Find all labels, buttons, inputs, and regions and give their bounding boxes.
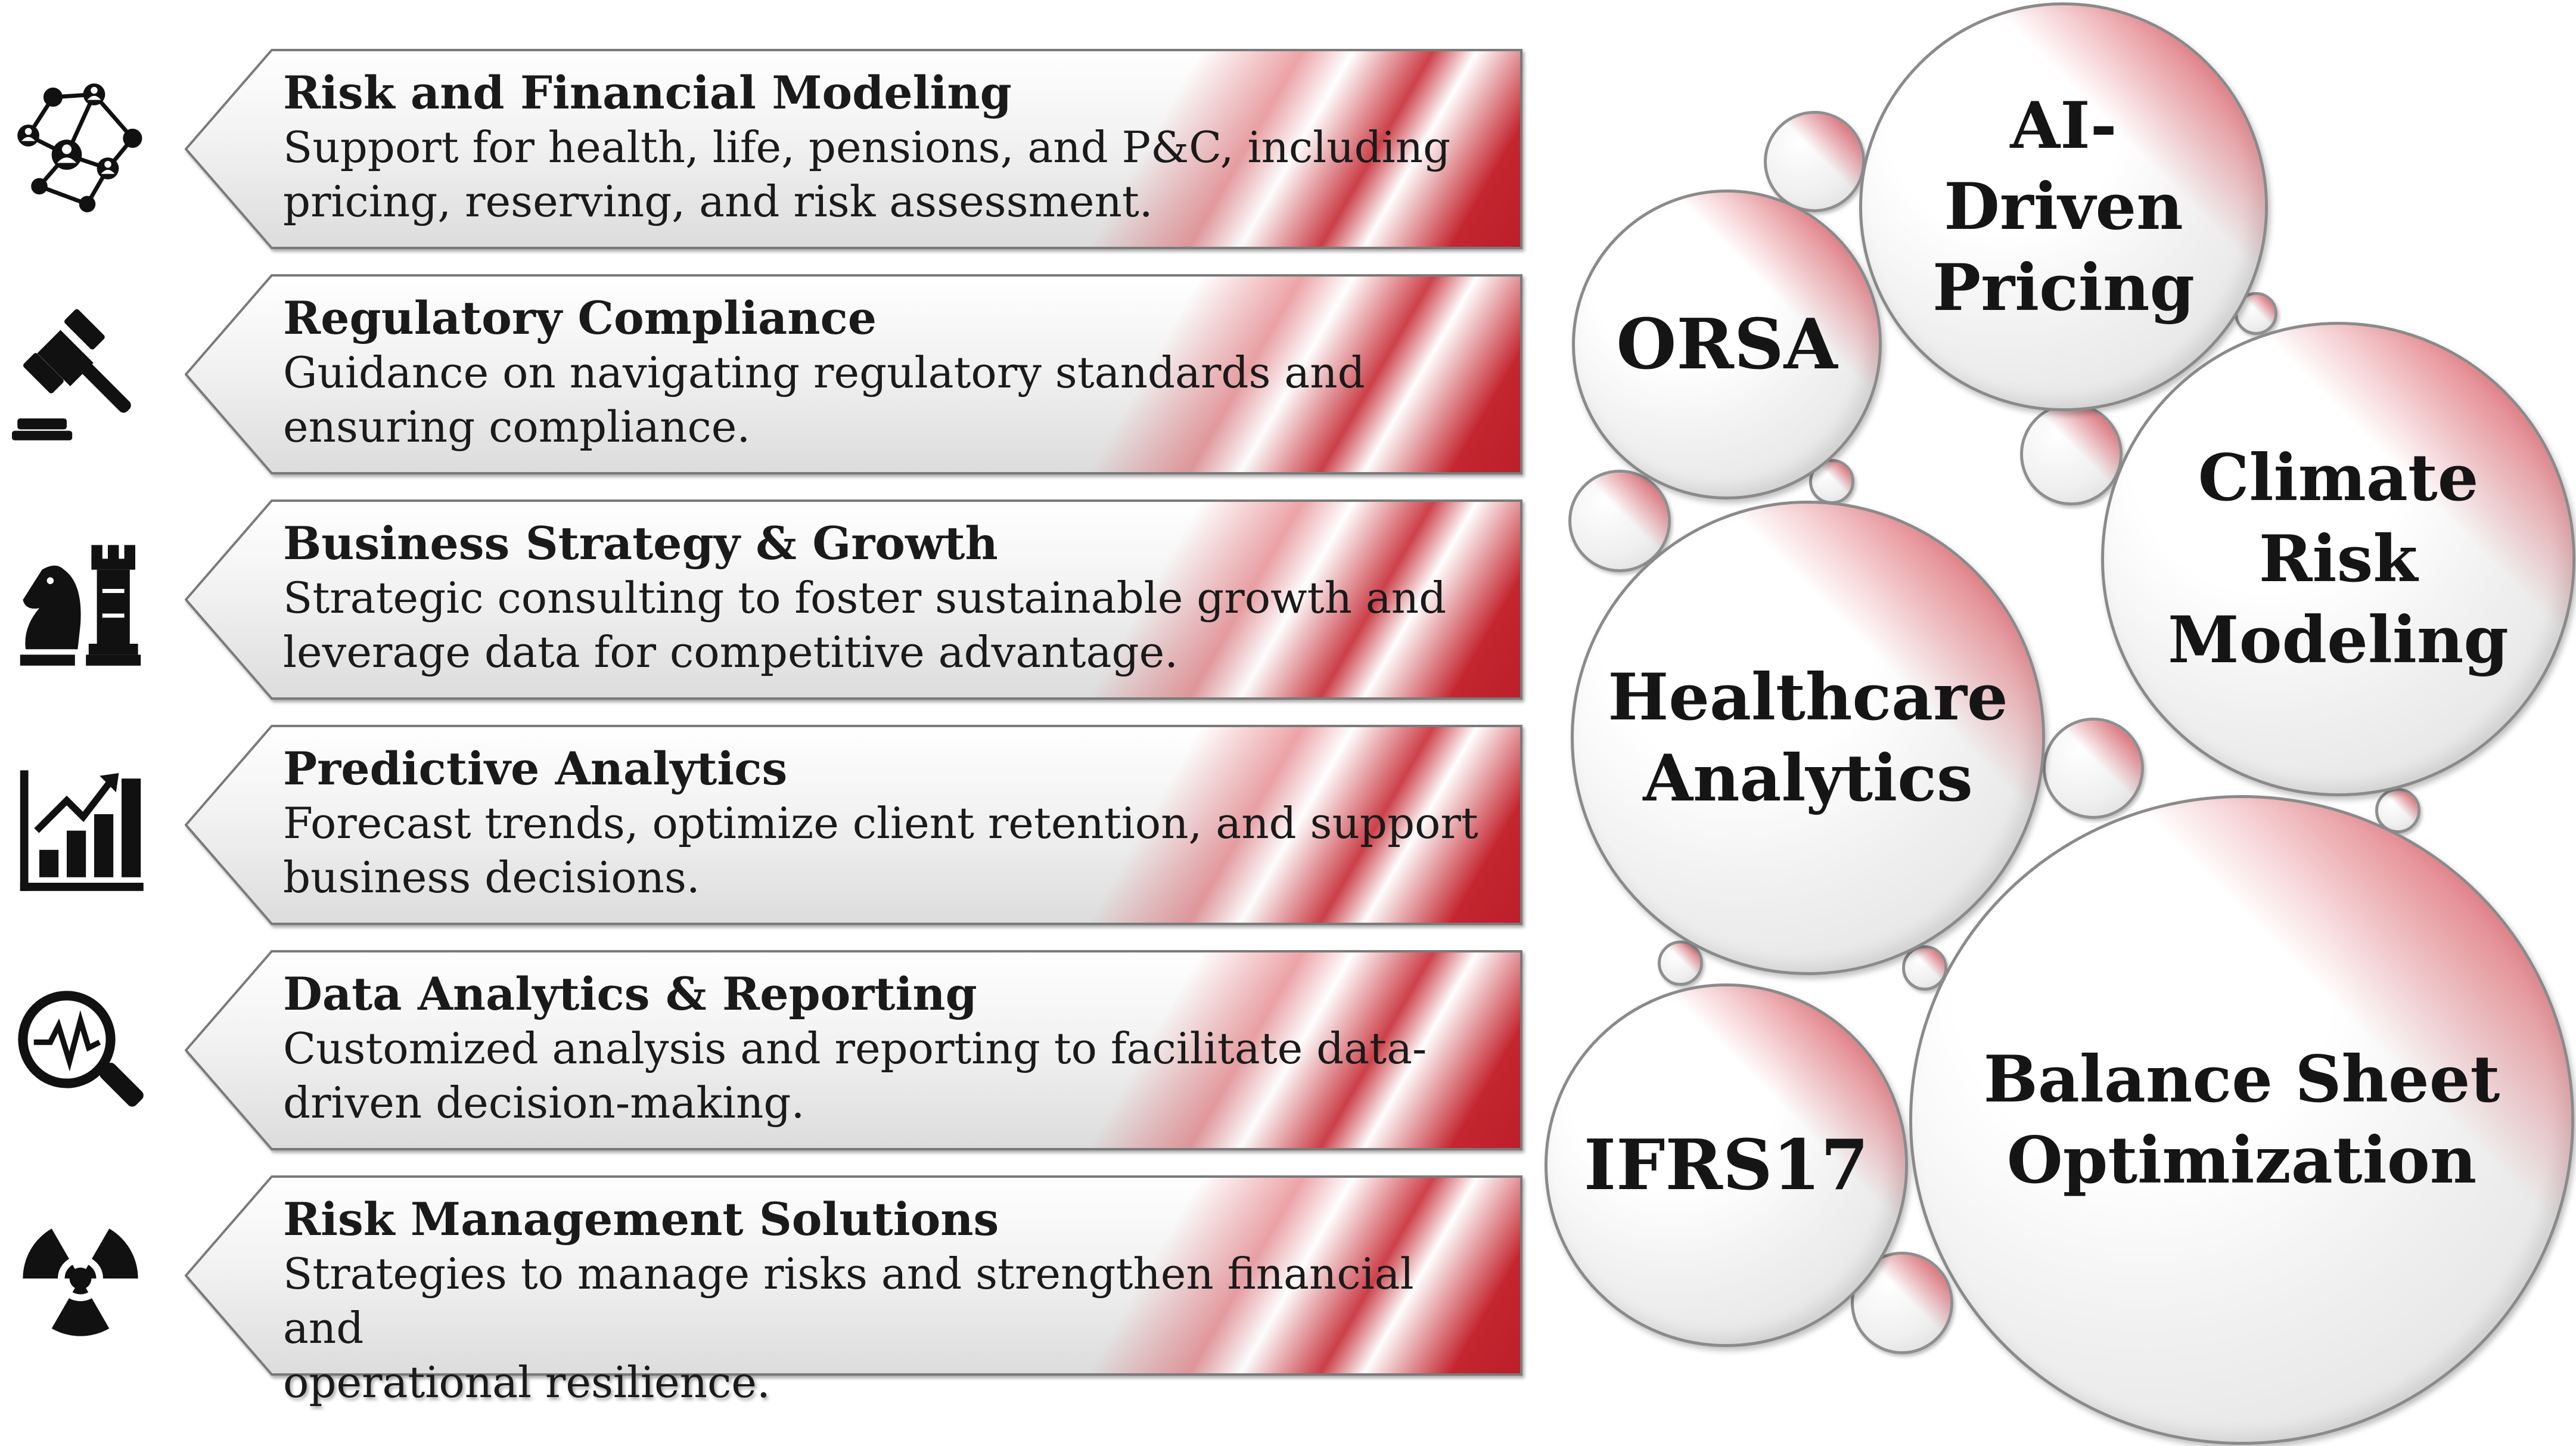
small-bubble: [1764, 111, 1865, 212]
service-banner: Regulatory Compliance Guidance on naviga…: [185, 274, 1522, 474]
bubble-label-line: Optimization: [2006, 1123, 2477, 1198]
bubble-label-line: ORSA: [1616, 304, 1838, 385]
magnifier-pulse-icon: [18, 991, 144, 1107]
network-people-icon: [17, 83, 142, 213]
service-description-line: Strategies to manage risks and strengthe…: [283, 1249, 1414, 1353]
growth-chart-icon: [20, 770, 144, 891]
service-description-line: business decisions.: [283, 852, 700, 902]
service-risk-financial-modeling: Risk and Financial Modeling Support for …: [0, 49, 1525, 249]
bubble-climate-risk-modeling: Climate Risk Modeling: [2101, 322, 2575, 796]
small-bubble: [2020, 403, 2123, 505]
service-regulatory-compliance: Regulatory Compliance Guidance on naviga…: [0, 274, 1525, 474]
service-banner: Predictive Analytics Forecast trends, op…: [185, 725, 1522, 925]
service-description-line: driven decision-making.: [283, 1078, 805, 1128]
service-description-line: ensuring compliance.: [283, 402, 751, 452]
bubble-label-line: Analytics: [1643, 741, 1973, 816]
small-bubble: [1902, 945, 1947, 991]
bubble-label-line: Balance Sheet: [1983, 1042, 2500, 1117]
service-banner: Business Strategy & Growth Strategic con…: [185, 499, 1522, 700]
chess-pieces-icon: [20, 545, 141, 666]
service-description-line: leverage data for competitive advantage.: [283, 627, 1179, 677]
service-description-line: Strategic consulting to foster sustainab…: [283, 573, 1447, 623]
service-title: Regulatory Compliance: [283, 291, 877, 345]
bubble-label-line: Healthcare: [1608, 660, 2008, 735]
bubble-label-line: AI-: [2010, 88, 2117, 163]
bubble-healthcare-analytics: Healthcare Analytics: [1571, 501, 2045, 975]
bubble-ifrs17: IFRS17: [1545, 983, 1908, 1347]
bubble-label-line: IFRS17: [1583, 1125, 1869, 1206]
small-bubble: [1658, 941, 1703, 986]
service-description-line: Customized analysis and reporting to fac…: [283, 1023, 1427, 1073]
radiation-hazard-icon: [23, 1228, 138, 1336]
service-banner: Risk Management Solutions Strategies to …: [185, 1175, 1522, 1407]
service-title: Business Strategy & Growth: [283, 517, 998, 570]
bubble-balance-sheet-optimization: Balance Sheet Optimization: [1909, 795, 2574, 1445]
bubble-label-line: Modeling: [2168, 603, 2509, 678]
bubble-label-line: Risk: [2258, 522, 2418, 597]
service-banner: Risk and Financial Modeling Support for …: [185, 49, 1522, 249]
service-title: Data Analytics & Reporting: [283, 967, 977, 1020]
service-predictive-analytics: Predictive Analytics Forecast trends, op…: [0, 725, 1525, 925]
service-description-line: Support for health, life, pensions, and …: [283, 122, 1451, 172]
bubble-orsa: ORSA: [1572, 190, 1882, 499]
bubble-ai-driven-pricing: AI- Driven Pricing: [1859, 2, 2268, 411]
bubble-label-line: Driven: [1944, 169, 2183, 244]
service-description-line: Forecast trends, optimize client retenti…: [283, 798, 1478, 848]
service-data-analytics-reporting: Data Analytics & Reporting Customized an…: [0, 950, 1525, 1150]
service-title: Risk Management Solutions: [283, 1193, 999, 1246]
service-description-line: pricing, reserving, and risk assessment.: [283, 176, 1153, 226]
bubble-label-line: Climate: [2198, 440, 2479, 516]
small-bubble: [1568, 470, 1671, 572]
service-title: Risk and Financial Modeling: [283, 66, 1012, 119]
bubble-label-line: Pricing: [1932, 250, 2195, 325]
service-description-line: operational resilience.: [283, 1357, 770, 1407]
service-description-line: Guidance on navigating regulatory standa…: [283, 347, 1365, 398]
service-banner: Data Analytics & Reporting Customized an…: [185, 950, 1522, 1150]
small-bubble: [2043, 718, 2144, 819]
service-title: Predictive Analytics: [283, 742, 788, 795]
service-risk-management-solutions: Risk Management Solutions Strategies to …: [0, 1175, 1525, 1407]
service-business-strategy-growth: Business Strategy & Growth Strategic con…: [0, 499, 1525, 700]
gavel-icon: [12, 309, 131, 440]
